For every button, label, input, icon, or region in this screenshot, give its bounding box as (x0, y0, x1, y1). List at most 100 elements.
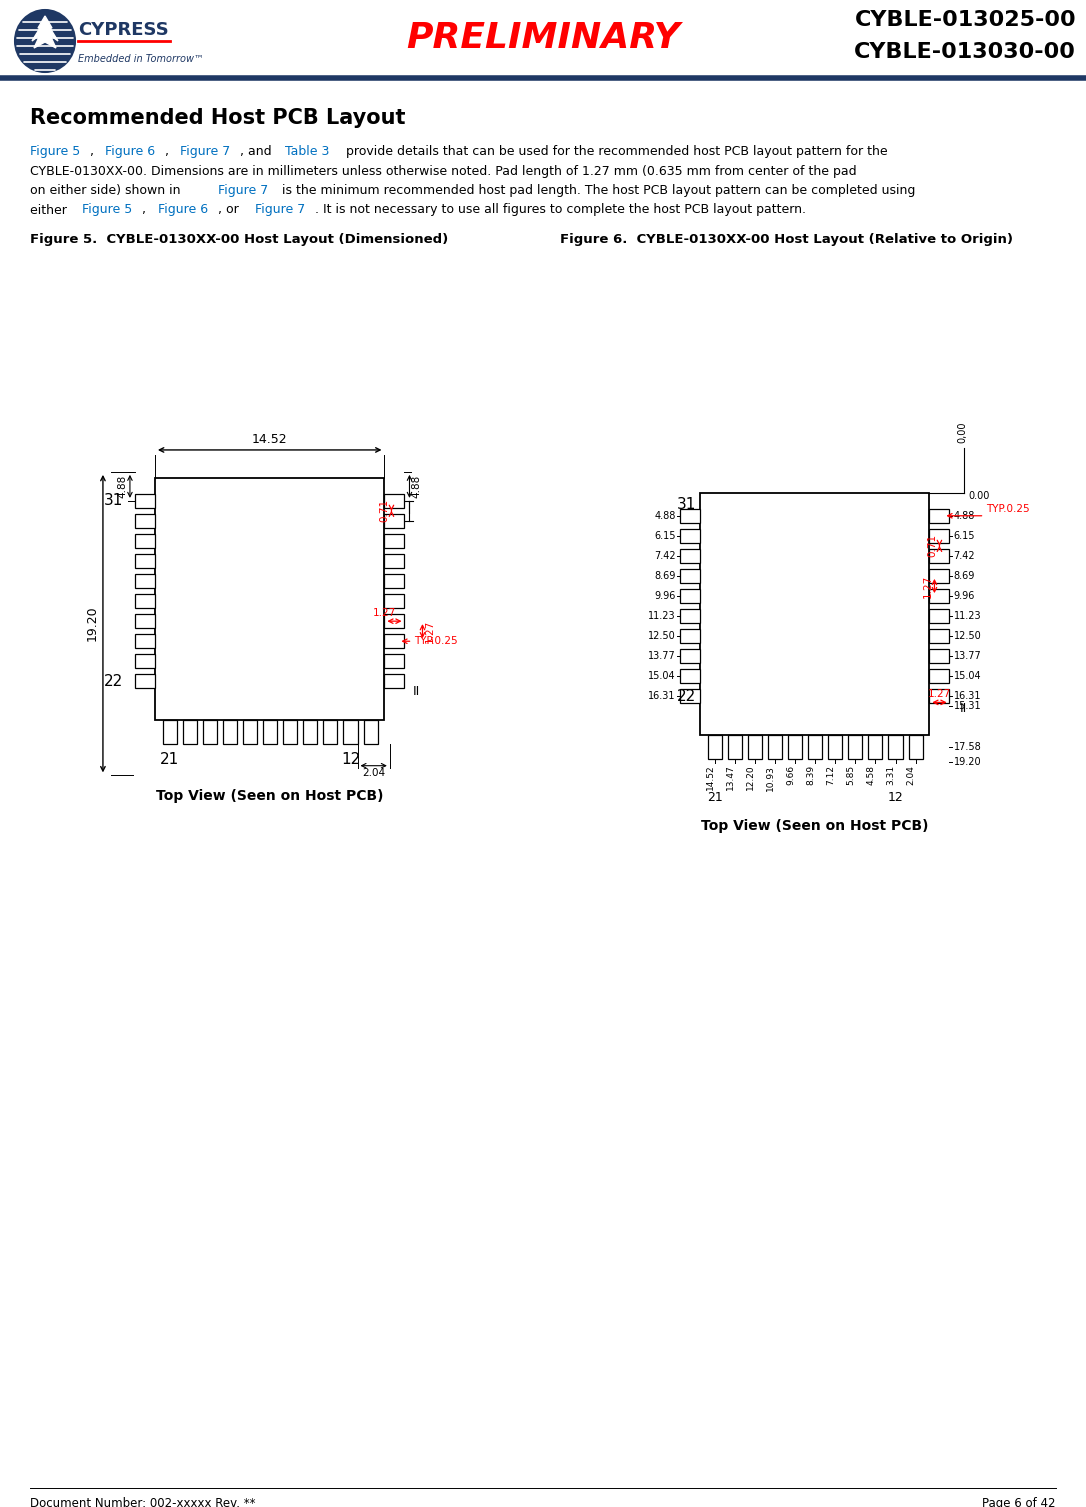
Text: 21: 21 (707, 791, 723, 803)
Bar (728, 735, 742, 758)
Text: Table 3: Table 3 (285, 145, 329, 158)
Text: 31: 31 (677, 497, 696, 512)
Bar (930, 509, 949, 523)
Bar (135, 594, 155, 609)
Text: 9.66: 9.66 (786, 764, 795, 785)
Text: PRELIMINARY: PRELIMINARY (406, 21, 680, 54)
Text: 2.04: 2.04 (907, 764, 915, 785)
Bar (680, 529, 700, 543)
Bar (829, 735, 843, 758)
Text: , or: , or (217, 203, 242, 217)
Bar (680, 570, 700, 583)
Bar (163, 720, 177, 743)
Bar (708, 735, 722, 758)
Text: 13.47: 13.47 (727, 764, 735, 791)
Bar (263, 720, 277, 743)
Bar (930, 609, 949, 622)
Bar (930, 628, 949, 643)
Text: 15.04: 15.04 (954, 671, 981, 681)
Bar (283, 720, 298, 743)
Bar (680, 689, 700, 704)
Text: 22: 22 (677, 689, 696, 704)
Bar (182, 720, 197, 743)
Text: 0.00: 0.00 (969, 491, 989, 500)
Bar (135, 615, 155, 628)
Bar (680, 549, 700, 564)
Text: 14.52: 14.52 (252, 433, 288, 446)
Bar (384, 594, 404, 609)
Bar (930, 589, 949, 603)
Text: 21: 21 (161, 752, 179, 767)
Bar (155, 478, 384, 720)
Text: Figure 7: Figure 7 (217, 184, 268, 197)
Bar (135, 514, 155, 527)
Bar (888, 735, 902, 758)
Bar (135, 654, 155, 668)
Bar (930, 669, 949, 683)
Text: CYBLE-013030-00: CYBLE-013030-00 (854, 42, 1076, 62)
Text: Figure 7: Figure 7 (180, 145, 230, 158)
Text: 8.39: 8.39 (806, 764, 816, 785)
Bar (680, 509, 700, 523)
Text: 8.69: 8.69 (655, 571, 675, 582)
Text: II: II (413, 684, 419, 698)
Bar (135, 494, 155, 508)
Bar (384, 615, 404, 628)
Text: CYBLE-0130XX-00. Dimensions are in millimeters unless otherwise noted. Pad lengt: CYBLE-0130XX-00. Dimensions are in milli… (30, 164, 857, 178)
Text: 1.27: 1.27 (922, 574, 933, 598)
Text: ,: , (90, 145, 98, 158)
Text: 9.96: 9.96 (655, 591, 675, 601)
Text: 2.04: 2.04 (362, 767, 386, 778)
Text: 16.31: 16.31 (648, 692, 675, 701)
Bar (808, 735, 822, 758)
Bar (203, 720, 217, 743)
Bar (848, 735, 862, 758)
Text: Top View (Seen on Host PCB): Top View (Seen on Host PCB) (700, 818, 929, 833)
Text: 4.88: 4.88 (655, 511, 675, 521)
Text: 15.04: 15.04 (648, 671, 675, 681)
Bar (135, 533, 155, 549)
Text: CYPRESS: CYPRESS (78, 21, 168, 39)
Text: 0.71: 0.71 (379, 499, 390, 523)
Text: is the minimum recommended host pad length. The host PCB layout pattern can be c: is the minimum recommended host pad leng… (278, 184, 914, 197)
Bar (384, 654, 404, 668)
Text: 12: 12 (341, 752, 361, 767)
Bar (324, 720, 338, 743)
Bar (343, 720, 357, 743)
Text: II: II (960, 702, 967, 714)
Bar (384, 634, 404, 648)
Bar (680, 650, 700, 663)
Text: 19.20: 19.20 (86, 606, 99, 642)
Bar (930, 570, 949, 583)
Text: TYP.0.25: TYP.0.25 (986, 503, 1031, 514)
Text: TYP.0.25: TYP.0.25 (415, 636, 458, 647)
Bar (930, 650, 949, 663)
Text: 4.88: 4.88 (118, 475, 128, 497)
Text: 11.23: 11.23 (954, 612, 981, 621)
Text: 7.42: 7.42 (954, 552, 975, 561)
Text: Page 6 of 42: Page 6 of 42 (983, 1496, 1056, 1507)
Text: 12: 12 (887, 791, 904, 803)
Bar (930, 549, 949, 564)
Text: Top View (Seen on Host PCB): Top View (Seen on Host PCB) (156, 788, 383, 803)
Bar (930, 529, 949, 543)
Text: 4.88: 4.88 (412, 475, 421, 497)
Text: 13.77: 13.77 (648, 651, 675, 662)
Bar (909, 735, 923, 758)
Text: 0,00: 0,00 (958, 422, 968, 443)
Text: 19.20: 19.20 (954, 757, 981, 767)
Text: Embedded in Tomorrow™: Embedded in Tomorrow™ (78, 54, 204, 63)
Text: 17.58: 17.58 (954, 741, 982, 752)
Bar (135, 555, 155, 568)
Bar (135, 634, 155, 648)
Text: Figure 5: Figure 5 (30, 145, 80, 158)
Bar (303, 720, 317, 743)
Text: 4.58: 4.58 (867, 764, 875, 785)
Bar (384, 514, 404, 527)
Bar (384, 494, 404, 508)
Text: CYBLE-013025-00: CYBLE-013025-00 (855, 11, 1076, 30)
Text: . It is not necessary to use all figures to complete the host PCB layout pattern: . It is not necessary to use all figures… (315, 203, 806, 217)
Text: 8.69: 8.69 (954, 571, 975, 582)
Text: ,: , (142, 203, 151, 217)
Bar (700, 493, 930, 735)
